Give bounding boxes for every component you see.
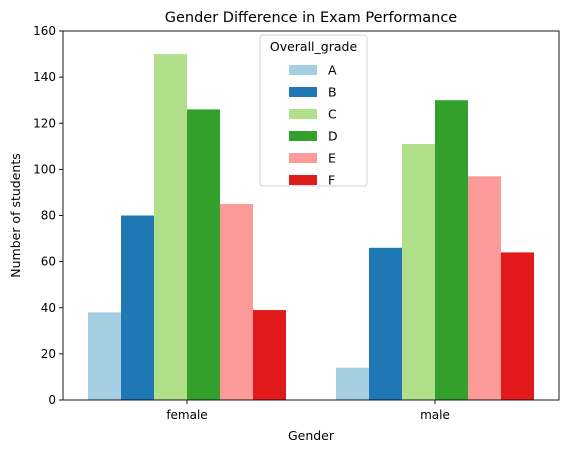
x-tick-label: female [166,408,207,422]
bar-female-D [187,109,220,400]
y-tick-label: 60 [41,255,56,269]
y-tick-label: 40 [41,301,56,315]
bar-female-B [121,215,154,400]
bar-male-A [336,367,369,400]
legend-swatch-C [289,109,317,119]
y-axis-label: Number of students [8,153,23,278]
legend-swatch-E [289,153,317,163]
y-tick-label: 140 [33,70,56,84]
bar-female-A [88,312,121,400]
y-tick-label: 0 [48,393,56,407]
y-tick-label: 120 [33,116,56,130]
legend-label-A: A [328,63,337,78]
x-axis-label: Gender [288,428,335,443]
legend-title: Overall_grade [270,39,358,54]
legend-swatch-D [289,131,317,141]
bar-male-D [435,100,468,400]
bars-group [88,54,534,400]
legend-label-D: D [328,129,338,144]
legend-swatch-A [289,65,317,75]
legend-label-E: E [328,151,336,166]
y-tick-label: 100 [33,162,56,176]
bar-male-F [501,252,534,400]
chart-title: Gender Difference in Exam Performance [165,10,458,26]
bar-male-B [369,247,402,400]
legend-label-B: B [328,85,337,100]
bar-female-F [253,310,286,400]
bar-female-C [154,54,187,400]
bar-male-E [468,176,501,400]
legend-label-F: F [328,173,335,188]
legend-label-C: C [328,107,337,122]
legend-swatch-B [289,87,317,97]
x-tick-label: male [420,408,450,422]
y-tick-label: 160 [33,24,56,38]
bar-female-E [220,203,253,400]
y-tick-label: 80 [41,209,56,223]
bar-male-C [402,144,435,400]
y-tick-label: 20 [41,347,56,361]
axes-group: 0 20 40 60 80 100 120 140 160 female male [33,24,560,422]
legend-swatch-F [289,175,317,185]
